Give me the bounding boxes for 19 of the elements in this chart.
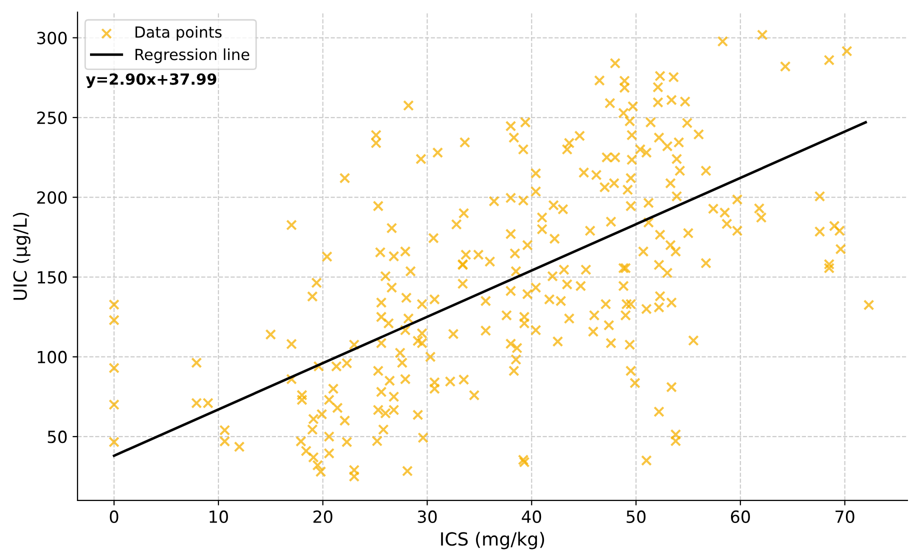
y-tick-label: 250 — [37, 111, 67, 124]
annotation: y=2.90x+37.99 — [86, 73, 216, 88]
x-axis-title: ICS (mg/kg) — [441, 532, 544, 550]
y-tick-label: 100 — [38, 350, 67, 364]
x-tick-label: 70 — [836, 510, 854, 524]
x-tick-label: 40 — [522, 510, 542, 524]
x-tick-label: 10 — [210, 510, 228, 524]
legend-label: Regression line — [136, 48, 250, 64]
x-tick-label: 50 — [626, 510, 646, 524]
x-tick-label: 0 — [110, 510, 118, 524]
x-tick-label: 30 — [418, 510, 437, 524]
y-axis-title: UIC (μg/L) — [12, 212, 30, 300]
y-tick-label: 150 — [38, 271, 67, 284]
legend-label: Data points — [136, 26, 222, 41]
x-tick-label: 20 — [313, 510, 332, 524]
y-tick-label: 300 — [37, 32, 67, 44]
y-tick-label: 50 — [48, 430, 67, 444]
x-tick-label: 60 — [730, 510, 750, 524]
y-tick-label: 200 — [37, 191, 67, 204]
